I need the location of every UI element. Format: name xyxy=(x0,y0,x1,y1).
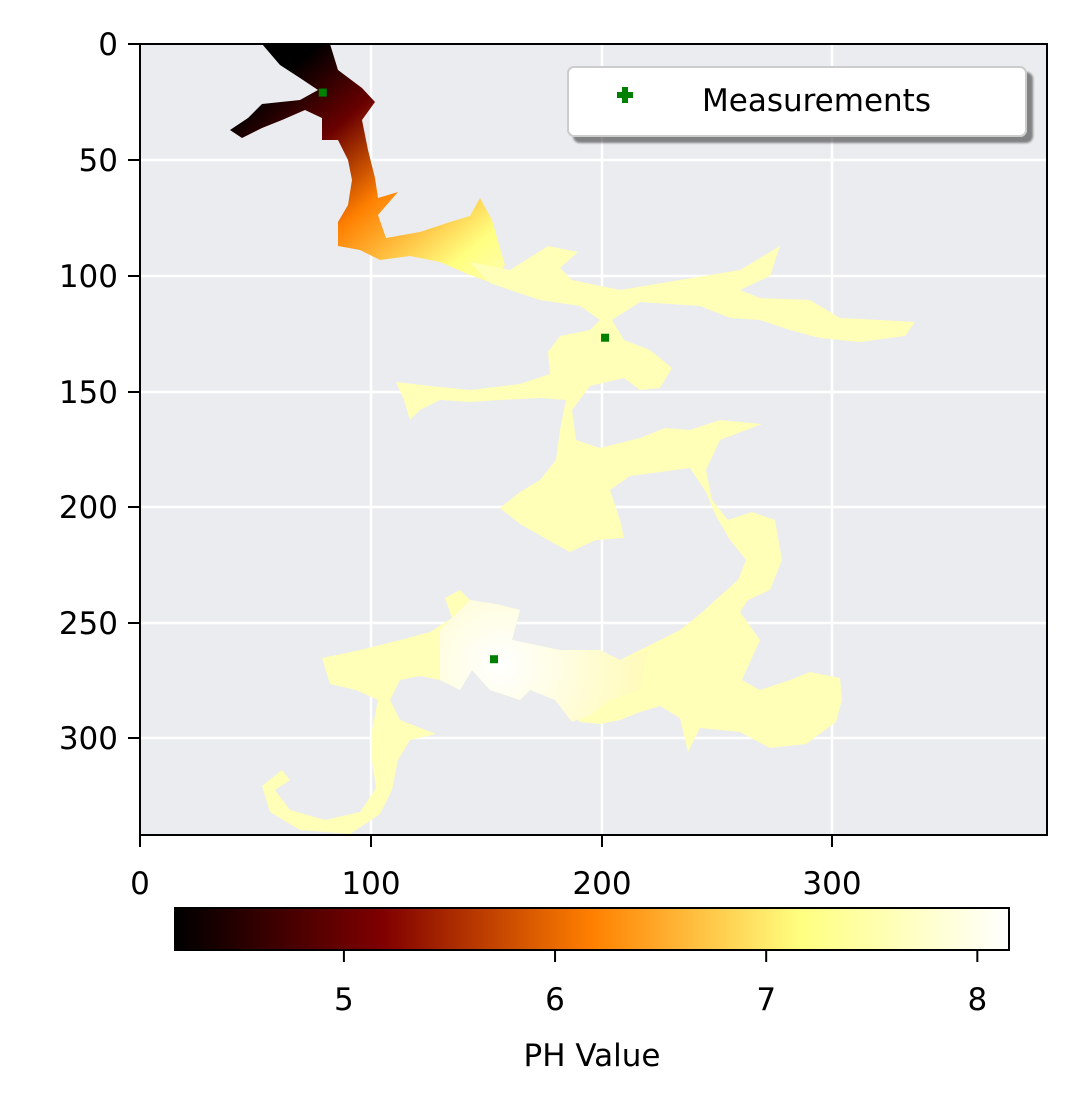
y-axis: 0 50 100 150 200 250 300 xyxy=(59,27,140,757)
legend-label: Measurements xyxy=(702,83,931,119)
colorbar: 5 6 7 8 PH Value xyxy=(174,907,1010,1074)
y-tick-label: 250 xyxy=(59,606,118,642)
colorbar-tick-label: 5 xyxy=(334,982,354,1018)
axes-frame xyxy=(139,43,1048,836)
lake-north-arm xyxy=(230,44,505,283)
colorbar-gradient xyxy=(174,907,1010,951)
lake-south-center xyxy=(440,600,648,722)
x-tick-label: 100 xyxy=(341,866,400,902)
y-tick-label: 150 xyxy=(59,375,118,411)
measurement-point xyxy=(318,88,327,97)
legend-box xyxy=(567,66,1027,137)
y-tick-label: 200 xyxy=(59,490,118,526)
y-tick-label: 100 xyxy=(59,259,118,295)
measurement-point xyxy=(490,655,499,664)
lake-heatmap xyxy=(230,44,915,834)
colorbar-tick-label: 7 xyxy=(756,982,776,1018)
measurement-point xyxy=(601,333,610,342)
colorbar-tick-label: 8 xyxy=(967,982,987,1018)
x-tick-label: 300 xyxy=(802,866,861,902)
y-tick-label: 300 xyxy=(59,721,118,757)
y-tick-label: 50 xyxy=(79,143,118,179)
y-tick-label: 0 xyxy=(98,27,118,63)
lake-middle-body xyxy=(262,246,915,834)
legend: Measurements xyxy=(567,66,1027,137)
legend-marker-plus-icon xyxy=(617,87,633,103)
x-tick-label: 200 xyxy=(572,866,631,902)
x-axis: 0 100 200 300 xyxy=(130,835,862,902)
colorbar-label: PH Value xyxy=(524,1038,661,1074)
x-tick-label: 0 xyxy=(130,866,150,902)
colorbar-ticks: 5 6 7 8 xyxy=(334,950,987,1018)
measurement-markers xyxy=(318,88,610,664)
colorbar-tick-label: 6 xyxy=(545,982,565,1018)
